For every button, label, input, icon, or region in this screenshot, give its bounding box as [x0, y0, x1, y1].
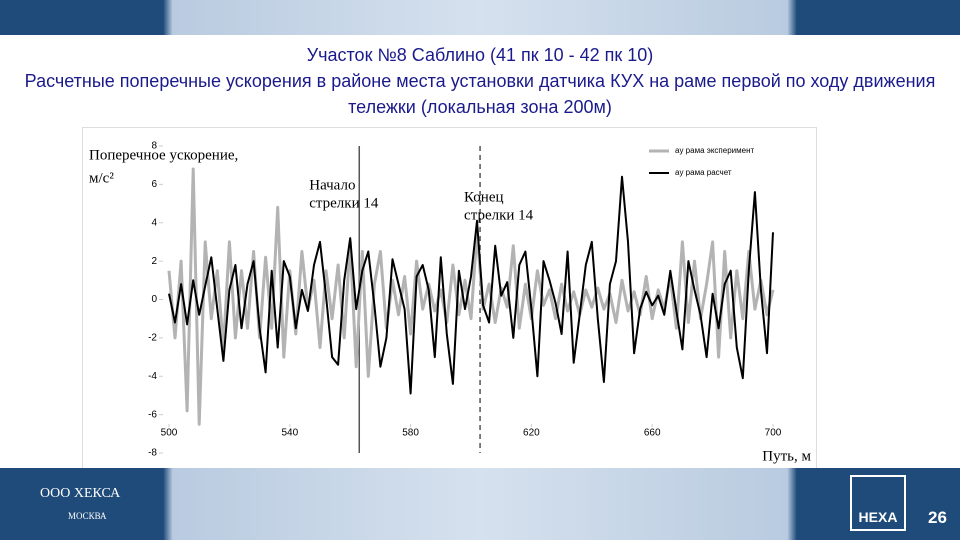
title-block: Участок №8 Саблино (41 пк 10 - 42 пк 10)… [10, 42, 950, 120]
y-tick-label: 4 [151, 217, 157, 228]
annotation: стрелки 14 [464, 207, 534, 223]
y-tick-label: 6 [151, 179, 157, 190]
slide-title: Участок №8 Саблино (41 пк 10 - 42 пк 10) [306, 45, 654, 65]
series-line [168, 175, 774, 395]
slide-subtitle: Расчетные поперечные ускорения в районе … [24, 71, 936, 117]
legend-label: ay рама эксперимент [675, 146, 754, 155]
y-tick-label: 8 [151, 141, 157, 152]
y-tick-label: 2 [151, 256, 157, 267]
y-tick-label: -4 [148, 371, 157, 382]
y-axis-label: м/с² [89, 170, 114, 186]
x-tick-label: 580 [402, 428, 419, 439]
legend-label: ay рама расчет [675, 168, 732, 177]
chart: -8 -6 -4 -2 0 2 4 6 8 500 540 580 620 660 700 Начало стр… [82, 127, 817, 469]
x-axis-label: Путь, м [762, 448, 811, 464]
x-tick-label: 660 [644, 428, 661, 439]
footer-band [0, 468, 960, 540]
y-tick-label: -2 [148, 333, 157, 344]
city: МОСКВА [68, 511, 107, 521]
y-tick-label: -8 [148, 448, 157, 459]
logo: HEXA [850, 475, 906, 531]
y-tick-label: 0 [151, 294, 157, 305]
annotation: Начало [309, 177, 355, 193]
x-tick-label: 500 [161, 428, 178, 439]
page-number: 26 [928, 508, 947, 527]
x-tick-label: 620 [523, 428, 540, 439]
annotation: стрелки 14 [309, 195, 379, 211]
y-axis-label: Поперечное ускорение, [89, 147, 238, 163]
annotation: Конец [464, 189, 503, 205]
x-tick-label: 540 [281, 428, 298, 439]
header-band [0, 0, 960, 35]
x-tick-label: 700 [765, 428, 782, 439]
y-tick-label: -6 [148, 409, 157, 420]
company: ООО ХЕКСА [40, 486, 121, 501]
